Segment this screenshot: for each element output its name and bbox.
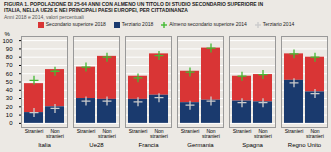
svg-text:100: 100 <box>2 38 13 44</box>
svg-text:Stranieri: Stranieri <box>77 128 96 134</box>
html-text:Terziario 2018: Terziario 2018 <box>121 21 154 27</box>
svg-text:Stranieri: Stranieri <box>233 128 252 134</box>
html-text:FIGURA 1. POPOLAZIONE DI 25-64: FIGURA 1. POPOLAZIONE DI 25-64 ANNI CON … <box>4 1 264 13</box>
html-text:Terziario 2014: Terziario 2014 <box>262 21 295 27</box>
svg-text:Nonstranieri: Nonstranieri <box>306 128 324 139</box>
svg-text:10: 10 <box>6 112 13 118</box>
svg-text:Stranieri: Stranieri <box>129 128 148 134</box>
svg-text:Nonstranieri: Nonstranieri <box>254 128 272 139</box>
svg-text:0: 0 <box>9 120 13 126</box>
html-text:Secondario superiore 2018: Secondario superiore 2018 <box>45 21 106 27</box>
svg-text:Nonstranieri: Nonstranieri <box>98 128 116 139</box>
svg-text:Stranieri: Stranieri <box>25 128 44 134</box>
svg-text:50: 50 <box>6 79 13 85</box>
svg-text:%: % <box>5 31 11 37</box>
svg-text:70: 70 <box>6 62 13 68</box>
svg-text:Spagna: Spagna <box>242 142 263 148</box>
html-text:Almeno secondario superiore 20: Almeno secondario superiore 2014 <box>169 21 247 27</box>
svg-text:40: 40 <box>6 87 13 93</box>
svg-text:Nonstranieri: Nonstranieri <box>46 128 64 139</box>
svg-text:90: 90 <box>6 46 13 52</box>
svg-text:Francia: Francia <box>138 142 159 148</box>
svg-text:Regno Unito: Regno Unito <box>288 142 322 148</box>
svg-text:20: 20 <box>6 104 13 110</box>
svg-text:Germania: Germania <box>187 142 214 148</box>
svg-text:Ue28: Ue28 <box>89 142 104 148</box>
svg-text:Nonstranieri: Nonstranieri <box>202 128 220 139</box>
svg-text:Italia: Italia <box>38 142 51 148</box>
svg-text:80: 80 <box>6 54 13 60</box>
svg-text:30: 30 <box>6 95 13 101</box>
svg-text:Stranieri: Stranieri <box>181 128 200 134</box>
svg-text:60: 60 <box>6 71 13 77</box>
html-text:Anni 2018 e 2014, valori perce: Anni 2018 e 2014, valori percentuali <box>4 14 84 20</box>
svg-text:Stranieri: Stranieri <box>285 128 304 134</box>
svg-text:Nonstranieri: Nonstranieri <box>150 128 168 139</box>
